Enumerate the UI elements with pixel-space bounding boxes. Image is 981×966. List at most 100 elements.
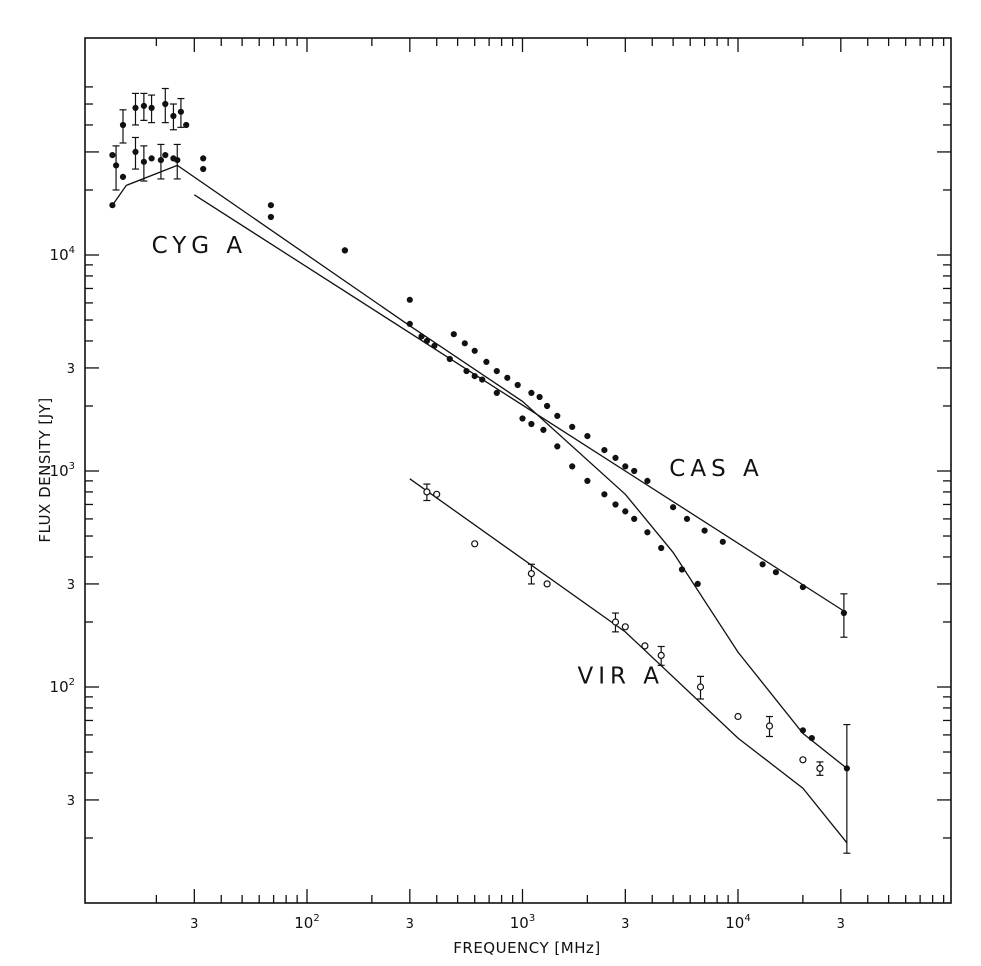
cyg-a-point — [423, 337, 430, 345]
series-labels: CAS A CYG A VIR A — [152, 233, 763, 689]
cyg-a-point — [678, 566, 686, 573]
vir-a-label: VIR A — [578, 663, 665, 689]
cas-a-point — [177, 108, 184, 115]
cas-a-point — [584, 433, 591, 440]
cas-a-point — [170, 112, 177, 120]
cas-a-point — [109, 152, 116, 159]
y-tick-label: 3 — [67, 578, 75, 593]
x-tick-label: 103 — [510, 913, 535, 932]
cyg-a-point — [132, 148, 139, 155]
y-tick-label-exponent: 2 — [69, 677, 75, 688]
cas-a-point — [612, 454, 619, 461]
x-tick-label: 102 — [294, 913, 319, 932]
cas-a-point — [267, 202, 274, 209]
cyg-a-point — [267, 213, 274, 221]
y-tick-label: 3 — [67, 362, 75, 377]
cyg-a-point — [140, 158, 147, 165]
cyg-a-point — [569, 463, 576, 470]
vir-a-point — [423, 488, 431, 496]
y-axis-title: FLUX DENSITY [JY] — [36, 397, 54, 542]
y-tick-label-exponent: 4 — [69, 245, 75, 256]
vir-a-point — [641, 642, 649, 650]
cas-a-point — [772, 569, 780, 576]
cyg-a-point — [113, 162, 120, 169]
y-tick-label: 3 — [67, 794, 75, 809]
x-tick-label-exponent: 4 — [744, 913, 750, 924]
x-tick-label-exponent: 2 — [313, 913, 319, 924]
cyg-a-point — [493, 389, 500, 396]
cas-a-point — [631, 467, 638, 475]
vir-a-point — [433, 490, 441, 498]
axis-ticks — [85, 38, 951, 903]
vir-a-point — [611, 618, 620, 626]
cyg-a-label: CYG A — [152, 233, 248, 259]
cas-a-point — [799, 584, 807, 591]
cyg-a-point — [612, 501, 619, 508]
x-tick-label-exponent: 3 — [529, 913, 535, 924]
cyg-a-point — [109, 202, 116, 209]
cyg-a-point — [644, 529, 651, 536]
cas-a-point — [701, 527, 708, 534]
cas-a-point — [644, 477, 651, 484]
cyg-a-point — [694, 580, 701, 588]
cas-a-point — [471, 347, 478, 354]
cyg-a-point — [631, 515, 638, 523]
cas-a-point — [536, 393, 543, 401]
vir-a-fit-line — [409, 478, 848, 844]
cas-a-point — [840, 609, 848, 617]
vir-a-point — [816, 764, 824, 773]
cyg-a-point — [519, 415, 526, 422]
cyg-a-point — [528, 420, 535, 428]
cas-a-point — [483, 358, 490, 365]
cyg-a-point — [808, 735, 815, 742]
cas-a-point — [200, 155, 207, 162]
cas-a-point — [759, 561, 766, 568]
cyg-a-point — [540, 426, 547, 433]
cyg-a-point — [148, 155, 155, 162]
cas-a-point — [162, 100, 169, 108]
vir-a-point — [527, 569, 536, 578]
cas-a-point — [670, 504, 677, 511]
cas-a-point — [504, 374, 511, 381]
x-tick-label: 3 — [621, 917, 629, 932]
cas-a-point — [544, 402, 551, 410]
cas-a-point — [528, 389, 535, 396]
cyg-a-point — [341, 247, 348, 254]
cas-a-point — [719, 538, 726, 545]
cas-a-point — [514, 381, 521, 389]
cas-a-point — [569, 423, 576, 430]
vir-a-point — [657, 651, 665, 660]
vir-a-point — [765, 722, 774, 730]
cas-a-point — [148, 104, 155, 112]
x-axis-title: FREQUENCY [MHz] — [453, 939, 600, 957]
vir-a-point — [734, 712, 742, 721]
cyg-a-point — [658, 544, 665, 552]
y-tick-label: 104 — [50, 245, 75, 264]
cyg-a-point — [157, 157, 164, 164]
x-tick-label: 3 — [406, 917, 414, 932]
cas-a-point — [132, 104, 139, 112]
cyg-a-point — [162, 152, 169, 159]
x-tick-label: 3 — [837, 917, 845, 932]
vir-a-point — [696, 683, 705, 691]
cas-a-point — [406, 296, 413, 303]
cyg-a-point — [799, 727, 807, 734]
cyg-a-point — [479, 376, 486, 383]
cyg-a-point — [406, 320, 413, 327]
vir-a-point — [471, 540, 479, 548]
cyg-a-point — [200, 165, 207, 173]
cyg-a-point — [446, 355, 453, 363]
cyg-a-point — [471, 373, 478, 380]
fit-curves — [111, 164, 848, 844]
cas-a-point — [450, 331, 457, 338]
data-points — [109, 100, 851, 773]
y-tick-label-exponent: 3 — [69, 461, 75, 472]
cyg-a-point — [584, 477, 591, 484]
plot-frame — [84, 37, 952, 904]
cas-a-label: CAS A — [669, 456, 763, 482]
cas-a-point — [622, 463, 629, 470]
cyg-a-point — [554, 443, 561, 450]
cyg-a-point — [418, 333, 425, 340]
